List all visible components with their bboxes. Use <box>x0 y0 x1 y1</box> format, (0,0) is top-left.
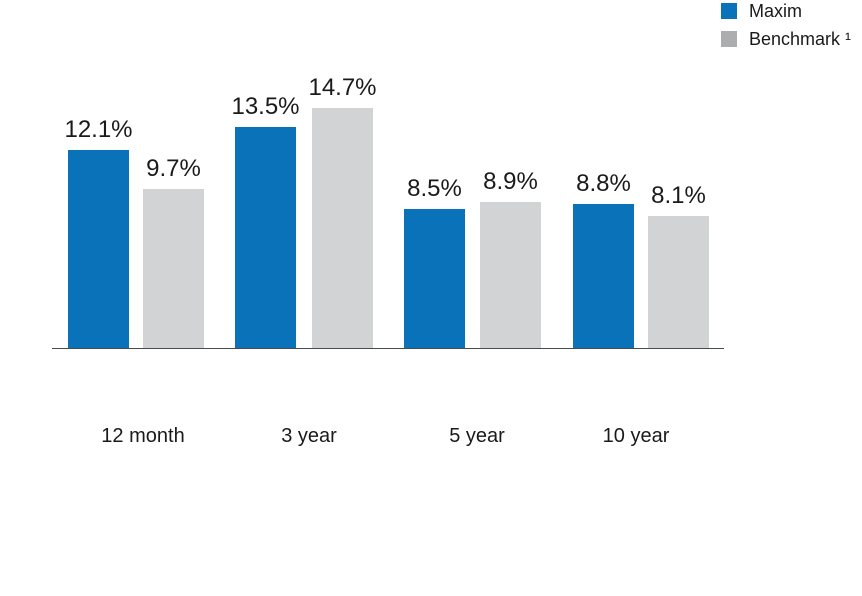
value-label-benchmark-5-year: 8.9% <box>483 168 538 196</box>
category-label-10-year: 10 year <box>602 425 670 447</box>
legend-swatch-maxim <box>721 3 737 19</box>
value-label-benchmark-12-month: 9.7% <box>146 155 201 183</box>
legend-item-benchmark: Benchmark ¹ <box>721 30 851 48</box>
bar-benchmark-3-year <box>312 107 373 348</box>
value-label-maxim-12-month: 12.1% <box>64 116 133 143</box>
bar-chart-plot: 12.1% 9.7% 12 month 13.5% 14.7% 3 year 8.5% 8.9… <box>52 74 724 447</box>
category-label-5-year: 5 year <box>449 425 505 447</box>
value-label-maxim-3-year: 13.5% <box>231 93 300 121</box>
legend-label-benchmark: Benchmark ¹ <box>749 29 852 49</box>
value-label-maxim-5-year: 8.5% <box>407 174 462 202</box>
bar-maxim-5-year <box>404 208 465 348</box>
bar-maxim-10-year <box>573 204 634 348</box>
value-label-benchmark-10-year: 8.1% <box>651 181 706 209</box>
legend-item-maxim: Maxim <box>721 2 851 20</box>
category-label-12-month: 12 month <box>101 425 185 447</box>
category-label-3-year: 3 year <box>281 425 337 447</box>
value-label-maxim-10-year: 8.8% <box>576 170 631 197</box>
chart-legend: Maxim Benchmark ¹ <box>721 2 851 58</box>
bar-benchmark-5-year <box>480 202 541 348</box>
bar-maxim-3-year <box>235 127 296 348</box>
bar-maxim-12-month <box>68 150 129 348</box>
legend-swatch-benchmark <box>721 31 737 47</box>
value-label-benchmark-3-year: 14.7% <box>308 73 377 101</box>
bar-benchmark-10-year <box>648 215 709 348</box>
bar-benchmark-12-month <box>143 189 204 348</box>
legend-label-maxim: Maxim <box>749 1 802 21</box>
